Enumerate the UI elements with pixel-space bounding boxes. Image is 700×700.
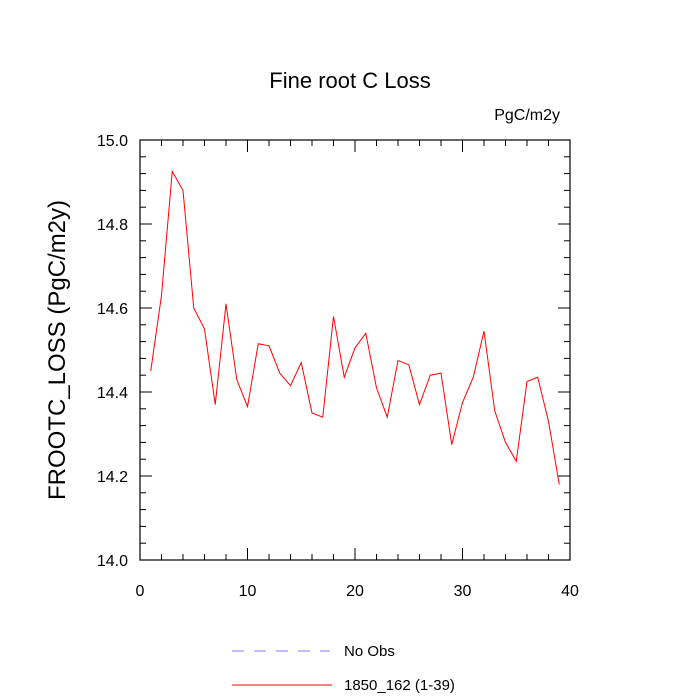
x-tick-label: 20 <box>346 583 364 600</box>
x-tick-label: 30 <box>454 583 472 600</box>
x-tick-label: 10 <box>239 583 257 600</box>
legend-label-run: 1850_162 (1-39) <box>344 677 455 694</box>
x-tick-label: 0 <box>136 583 145 600</box>
chart-title: Fine root C Loss <box>269 68 431 93</box>
plot-frame <box>139 139 571 561</box>
units-label: PgC/m2y <box>494 107 560 124</box>
y-tick-label: 14.4 <box>97 385 128 402</box>
y-tick-label: 14.8 <box>97 217 128 234</box>
y-tick-label: 14.2 <box>97 469 128 486</box>
y-tick-label: 14.6 <box>97 301 128 318</box>
y-tick-label: 14.0 <box>97 553 128 570</box>
legend-label-no-obs: No Obs <box>344 643 395 660</box>
x-tick-label: 40 <box>561 583 579 600</box>
series-line-1 <box>150 169 560 485</box>
y-tick-label: 15.0 <box>97 133 128 150</box>
